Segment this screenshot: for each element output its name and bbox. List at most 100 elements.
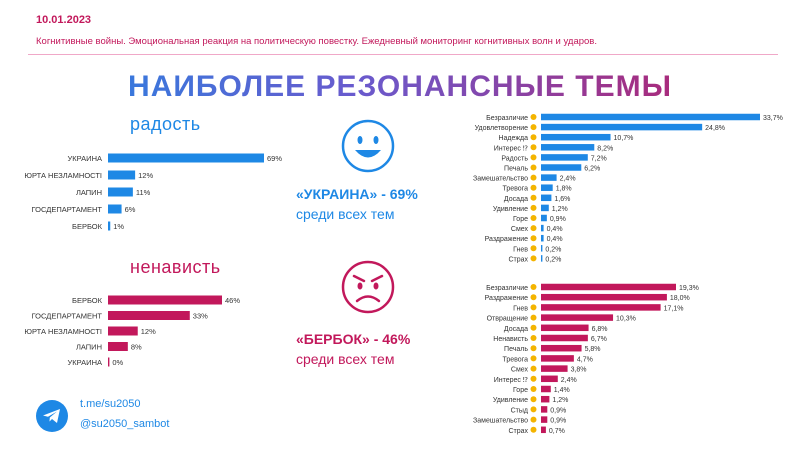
category-label: Интерес ⁉ bbox=[494, 377, 528, 384]
bar bbox=[541, 355, 574, 362]
telegram-bot-link[interactable]: @su2050_sambot bbox=[80, 418, 170, 430]
page-title: НАИБОЛЕЕ РЕЗОНАНСНЫЕ ТЕМЫ bbox=[0, 70, 800, 104]
emoji-icon bbox=[530, 124, 537, 131]
category-label: ГОСДЕПАРТАМЕНТ bbox=[32, 312, 103, 321]
value-label: 1,2% bbox=[552, 206, 568, 213]
value-label: 46% bbox=[225, 296, 240, 305]
value-label: 12% bbox=[138, 171, 153, 180]
value-label: 0,4% bbox=[547, 226, 563, 233]
bar bbox=[541, 245, 543, 252]
value-label: 4,7% bbox=[577, 356, 593, 363]
emoji-icon bbox=[530, 396, 537, 403]
value-label: 6,2% bbox=[584, 166, 600, 173]
category-label: Страх bbox=[508, 428, 528, 435]
telegram-channel-link[interactable]: t.me/su2050 bbox=[80, 398, 141, 410]
bar bbox=[108, 342, 128, 351]
bar bbox=[541, 324, 589, 332]
report-date: 10.01.2023 bbox=[36, 14, 92, 26]
bar bbox=[108, 204, 122, 214]
value-label: 6,7% bbox=[591, 336, 607, 343]
bar bbox=[541, 314, 614, 321]
value-label: 1,6% bbox=[554, 196, 570, 203]
emoji-icon bbox=[530, 314, 537, 321]
joy-section-title: радость bbox=[130, 114, 201, 134]
bar bbox=[541, 174, 557, 181]
emoji-icon bbox=[530, 114, 537, 120]
value-label: 69% bbox=[267, 154, 282, 163]
value-label: 12% bbox=[141, 327, 156, 336]
bar bbox=[541, 344, 582, 352]
value-label: 1,8% bbox=[556, 186, 572, 193]
hate-section-title: ненависть bbox=[130, 257, 221, 277]
bar bbox=[541, 164, 582, 171]
bar bbox=[108, 311, 190, 320]
value-label: 2,4% bbox=[561, 377, 577, 384]
bar bbox=[541, 224, 544, 232]
emoji-icon bbox=[530, 375, 537, 382]
category-label: Радость bbox=[501, 155, 528, 162]
emoji-icon bbox=[530, 426, 537, 433]
emoji-icon bbox=[530, 184, 537, 191]
emoji-icon bbox=[530, 164, 537, 171]
category-label: Смех bbox=[511, 226, 529, 233]
bar bbox=[541, 154, 588, 161]
category-label: Горе bbox=[513, 387, 528, 394]
value-label: 0,9% bbox=[550, 418, 566, 425]
bar bbox=[541, 426, 546, 434]
bar bbox=[108, 170, 136, 180]
category-label: Ненависть bbox=[493, 336, 528, 343]
angry-face-icon bbox=[341, 260, 395, 314]
emoji-icon bbox=[530, 194, 537, 201]
bar bbox=[541, 365, 568, 372]
emoji-icon bbox=[530, 215, 537, 221]
value-label: 0,2% bbox=[545, 246, 561, 253]
joy-callout-topic: «УКРАИНА» - 69% bbox=[296, 186, 418, 202]
bar bbox=[541, 123, 703, 131]
value-label: 0,7% bbox=[549, 428, 565, 435]
category-label: Тревога bbox=[503, 356, 529, 363]
category-label: Досада bbox=[504, 196, 528, 203]
category-label: Смех bbox=[511, 367, 529, 374]
bar bbox=[108, 221, 111, 231]
value-label: 17,1% bbox=[664, 305, 684, 312]
bar bbox=[108, 187, 133, 197]
bar bbox=[541, 194, 552, 202]
category-label: Безразличие bbox=[486, 115, 528, 122]
value-label: 18,0% bbox=[670, 295, 690, 302]
category-label: Печаль bbox=[504, 166, 528, 173]
value-label: 5,8% bbox=[585, 346, 601, 353]
category-label: Гнев bbox=[513, 305, 528, 312]
value-label: 1% bbox=[113, 222, 124, 231]
value-label: 6% bbox=[125, 205, 136, 214]
category-label: Горе bbox=[513, 216, 528, 223]
category-label: Отвращение bbox=[487, 316, 529, 323]
emoji-icon bbox=[530, 406, 537, 413]
category-label: Страх bbox=[508, 256, 528, 263]
category-label: Раздражение bbox=[485, 236, 529, 243]
bar bbox=[541, 293, 667, 301]
category-label: ЛАПИН bbox=[76, 343, 102, 352]
value-label: 10,7% bbox=[614, 135, 634, 142]
category-label: Тревога bbox=[503, 186, 529, 193]
category-label: ЮРТА НЕЗЛАМНОСТІ bbox=[24, 171, 102, 180]
emoji-icon bbox=[530, 134, 537, 141]
category-label: Стыд bbox=[511, 407, 528, 414]
category-label: БЕРБОК bbox=[72, 296, 103, 305]
emoji-icon bbox=[530, 204, 537, 211]
bar bbox=[108, 153, 264, 163]
bar bbox=[108, 295, 222, 305]
hate-callout: «БЕРБОК» - 46% среди всех тем bbox=[296, 329, 410, 369]
bar bbox=[541, 144, 595, 151]
emoji-icon bbox=[530, 345, 537, 352]
value-label: 10,3% bbox=[616, 316, 636, 323]
category-label: Удивление bbox=[493, 397, 528, 404]
value-label: 19,3% bbox=[679, 285, 699, 292]
category-label: ЛАПИН bbox=[76, 188, 102, 197]
bar bbox=[541, 255, 543, 262]
value-label: 24,8% bbox=[705, 125, 725, 132]
category-label: Замешательство bbox=[473, 418, 528, 425]
category-label: УКРАИНА bbox=[68, 358, 102, 367]
bar bbox=[108, 326, 138, 336]
value-label: 8% bbox=[131, 343, 142, 352]
